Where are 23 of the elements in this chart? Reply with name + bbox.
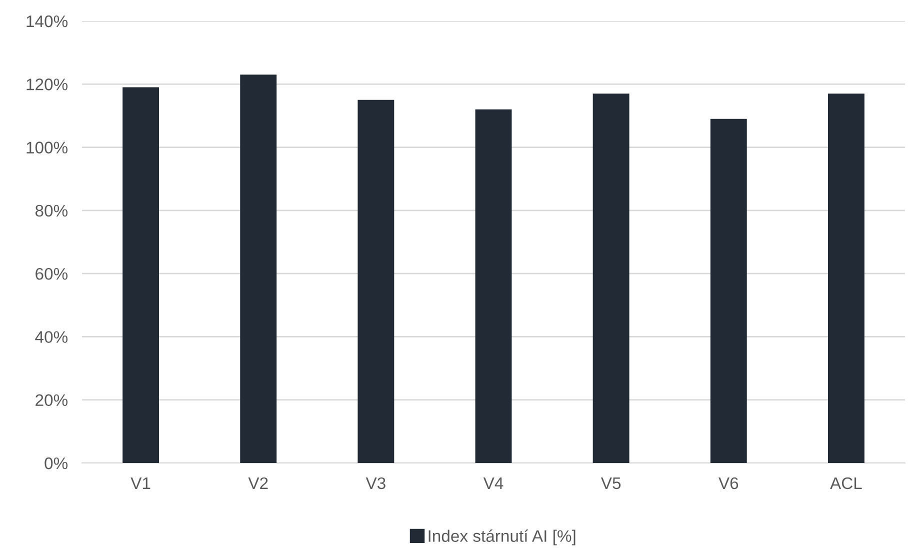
x-tick-label: ACL [830,477,862,490]
bar [240,74,277,463]
x-tick-label: V4 [483,478,504,489]
y-tick-label: 140% [26,15,68,28]
bar [122,87,160,463]
bar [828,94,864,463]
x-tick-label: V2 [248,477,268,489]
x-tick-label: V3 [366,477,386,490]
y-tick-label: 100% [26,142,68,154]
bar [475,109,512,463]
bar [710,118,747,463]
legend-label: Index stárnutí AI [%] [428,530,576,546]
x-tick-label: V5 [600,478,621,490]
y-tick-label: 80% [35,204,68,217]
x-tick-label: V6 [718,477,738,490]
y-tick-label: 0% [44,457,68,470]
bar [592,94,630,463]
y-tick-label: 60% [36,268,68,280]
bar [358,100,394,463]
y-tick-label: 20% [36,394,68,406]
y-tick-label: 40% [35,331,68,343]
y-tick-label: 120% [26,78,68,90]
x-tick-label: V1 [130,478,150,489]
